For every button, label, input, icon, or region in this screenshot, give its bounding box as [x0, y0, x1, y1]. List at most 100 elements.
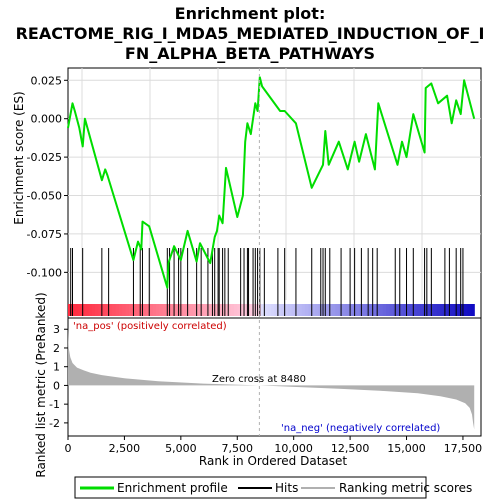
ranked-band-segment	[386, 304, 391, 316]
x-axis-label: Rank in Ordered Dataset	[199, 454, 347, 468]
ranked-band-segment	[206, 304, 211, 316]
x-tick-label: 7,500	[222, 442, 254, 455]
es-y-tick-label: -0.075	[27, 228, 62, 241]
ranked-band-segment	[470, 304, 475, 316]
ranked-band-segment	[135, 304, 140, 316]
ranked-band-segment	[179, 304, 184, 316]
ranked-band-segment	[271, 304, 276, 316]
es-y-tick-label: -0.100	[27, 266, 62, 279]
enrichment-profile-line	[67, 76, 476, 289]
ranked-band-segment	[122, 304, 127, 316]
ranked-band-segment	[348, 304, 353, 316]
ranked-band-segment	[325, 304, 330, 316]
ranked-band-segment	[128, 304, 133, 316]
ranked-band-segment	[68, 304, 72, 316]
ranked-band-segment	[457, 304, 462, 316]
ranked-band-segment	[88, 304, 93, 316]
negative-correlation-label: 'na_neg' (negatively correlated)	[281, 423, 440, 434]
ranked-band-segment	[125, 304, 130, 316]
legend-metric-label: Ranking metric scores	[339, 481, 472, 495]
ranked-band-segment	[264, 304, 269, 316]
ranked-band-segment	[260, 304, 265, 316]
legend-enrichment-label: Enrichment profile	[117, 481, 228, 495]
ranked-band-segment	[294, 304, 299, 316]
ranked-band-segment	[382, 304, 387, 316]
ranked-band-segment	[200, 304, 205, 316]
x-tick-label: 12,500	[331, 442, 370, 455]
es-y-tick-label: 0.000	[31, 113, 63, 126]
x-tick-label: 0	[65, 442, 72, 455]
ranked-band-segment	[376, 304, 381, 316]
metric-y-ticks: 3 2 1 0 -1 -2	[49, 323, 68, 430]
ranked-band-segment	[189, 304, 194, 316]
ranked-band-segment	[132, 304, 137, 316]
ranked-band-segment	[74, 304, 79, 316]
ranked-band-segment	[443, 304, 448, 316]
hit-markers	[70, 248, 464, 316]
ranked-band-segment	[464, 304, 469, 316]
ranked-band-segment	[115, 304, 120, 316]
ranked-band-segment	[152, 304, 157, 316]
ranked-band-segment	[223, 304, 228, 316]
ranked-band-segment	[284, 304, 289, 316]
ranked-band-segment	[281, 304, 286, 316]
x-tick-label: 15,000	[387, 442, 426, 455]
es-gridlines	[68, 68, 481, 300]
ranked-band-segment	[98, 304, 103, 316]
ranked-band-segment	[277, 304, 282, 316]
ranked-band-segment	[267, 304, 272, 316]
metric-y-tick-label: -2	[49, 417, 60, 430]
es-y-axis-label: Enrichment score (ES)	[12, 91, 26, 224]
ranked-band-segment	[409, 304, 414, 316]
title-line-3: FN_ALPHA_BETA_PATHWAYS	[125, 44, 375, 63]
ranked-band-segment	[406, 304, 411, 316]
legend-hits-label: Hits	[275, 481, 298, 495]
x-tick-label: 5,000	[165, 442, 197, 455]
ranked-band-segment	[288, 304, 293, 316]
ranked-band-segment	[379, 304, 384, 316]
ranked-band-segment	[291, 304, 296, 316]
ranked-band-segment	[399, 304, 404, 316]
x-tick-label: 10,000	[274, 442, 313, 455]
ranked-band-segment	[166, 304, 171, 316]
ranked-band-segment	[403, 304, 408, 316]
ranked-band-segment	[112, 304, 116, 316]
ranked-band-segment	[450, 304, 455, 316]
metric-panel-frame	[67, 317, 482, 437]
ranked-band-segment	[183, 304, 188, 316]
metric-x-ticks: 0 2,500 5,000 7,500 10,000 12,500 15,000 17,500	[65, 436, 482, 455]
ranked-band-segment	[335, 304, 340, 316]
metric-y-tick-label: 1	[53, 361, 60, 374]
ranked-band-segment	[196, 304, 201, 316]
ranked-band-segment	[213, 304, 218, 316]
ranked-band-segment	[345, 304, 350, 316]
ranked-band-segment	[321, 304, 326, 316]
ranked-band-segment	[332, 304, 337, 316]
title-line-2: REACTOME_RIG_I_MDA5_MEDIATED_INDUCTION_O…	[16, 24, 485, 43]
ranked-band-segment	[230, 304, 235, 316]
title-line-1: Enrichment plot:	[175, 4, 326, 23]
x-tick-label: 2,500	[109, 442, 141, 455]
legend: Enrichment profile Hits Ranking metric s…	[74, 476, 472, 499]
ranked-band-segment	[426, 304, 431, 316]
ranked-band-segment	[372, 304, 377, 316]
positive-correlation-label: 'na_pos' (positively correlated)	[73, 321, 227, 332]
ranked-band-segment	[304, 304, 309, 316]
ranked-band-segment	[193, 304, 198, 316]
es-y-tick-label: 0.025	[31, 74, 63, 87]
ranked-band-segment	[423, 304, 428, 316]
ranked-band-segment	[467, 304, 472, 316]
ranked-band-segment	[342, 304, 347, 316]
ranked-band-segment	[389, 304, 394, 316]
ranked-band-segment	[186, 304, 191, 316]
metric-y-tick-label: 2	[53, 342, 60, 355]
ranked-band-segment	[172, 304, 177, 316]
ranked-band-segment	[95, 304, 100, 316]
ranked-band-segment	[162, 304, 167, 316]
ranked-band-segment	[101, 304, 106, 316]
ranked-band-segment	[355, 304, 360, 316]
es-panel: 0.025 0.000 -0.025 -0.050 -0.075 -0.100 Enric…	[12, 67, 482, 319]
ranked-band-segment	[433, 304, 438, 316]
ranked-band-segment	[149, 304, 154, 316]
